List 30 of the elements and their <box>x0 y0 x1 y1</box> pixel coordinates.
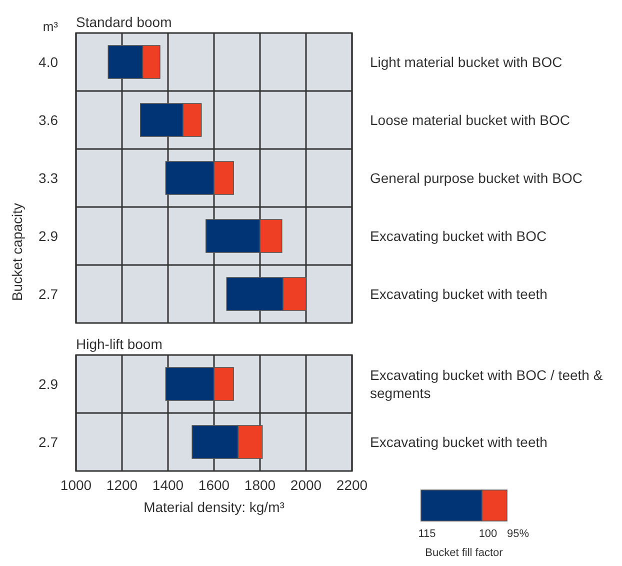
x-tick-label: 2200 <box>336 477 368 493</box>
text: 100 <box>478 528 498 540</box>
y-tick-label: 3.3 <box>38 170 58 186</box>
x-tick-label: 1600 <box>198 477 230 493</box>
x-axis-title: Material density: kg/m³ <box>144 499 285 515</box>
chart-title: High-lift boom <box>76 336 162 352</box>
text: Excavating bucket with teeth <box>370 434 548 450</box>
y-axis-title: Bucket capacity <box>9 202 25 302</box>
x-tick-label: 2000 <box>290 477 322 493</box>
text: Excavating bucket with BOC / teeth & segments <box>370 367 604 401</box>
text: m³ <box>42 19 59 34</box>
x-tick-label: 1800 <box>244 477 276 493</box>
x-tick-label: 1200 <box>106 477 138 493</box>
text: 115 <box>418 528 436 540</box>
y-tick-label: 3.6 <box>38 112 58 128</box>
y-tick-label: 2.7 <box>38 434 58 450</box>
chart-title: Standard boom <box>76 14 172 30</box>
text: 95% <box>506 528 530 540</box>
y-tick-label: 4.0 <box>38 54 58 70</box>
text: Bucket fill factor <box>425 547 504 559</box>
x-tick-label: 1400 <box>152 477 184 493</box>
text: Excavating bucket with teeth <box>370 286 548 302</box>
text: Light material bucket with BOC <box>370 54 562 70</box>
y-tick-label: 2.7 <box>38 286 58 302</box>
y-tick-label: 2.9 <box>38 376 58 392</box>
text: General purpose bucket with BOC <box>370 170 582 186</box>
x-tick-label: 1000 <box>60 477 92 493</box>
y-tick-label: 2.9 <box>38 228 58 244</box>
text: Excavating bucket with BOC <box>370 228 547 244</box>
text: Loose material bucket with BOC <box>370 112 570 128</box>
